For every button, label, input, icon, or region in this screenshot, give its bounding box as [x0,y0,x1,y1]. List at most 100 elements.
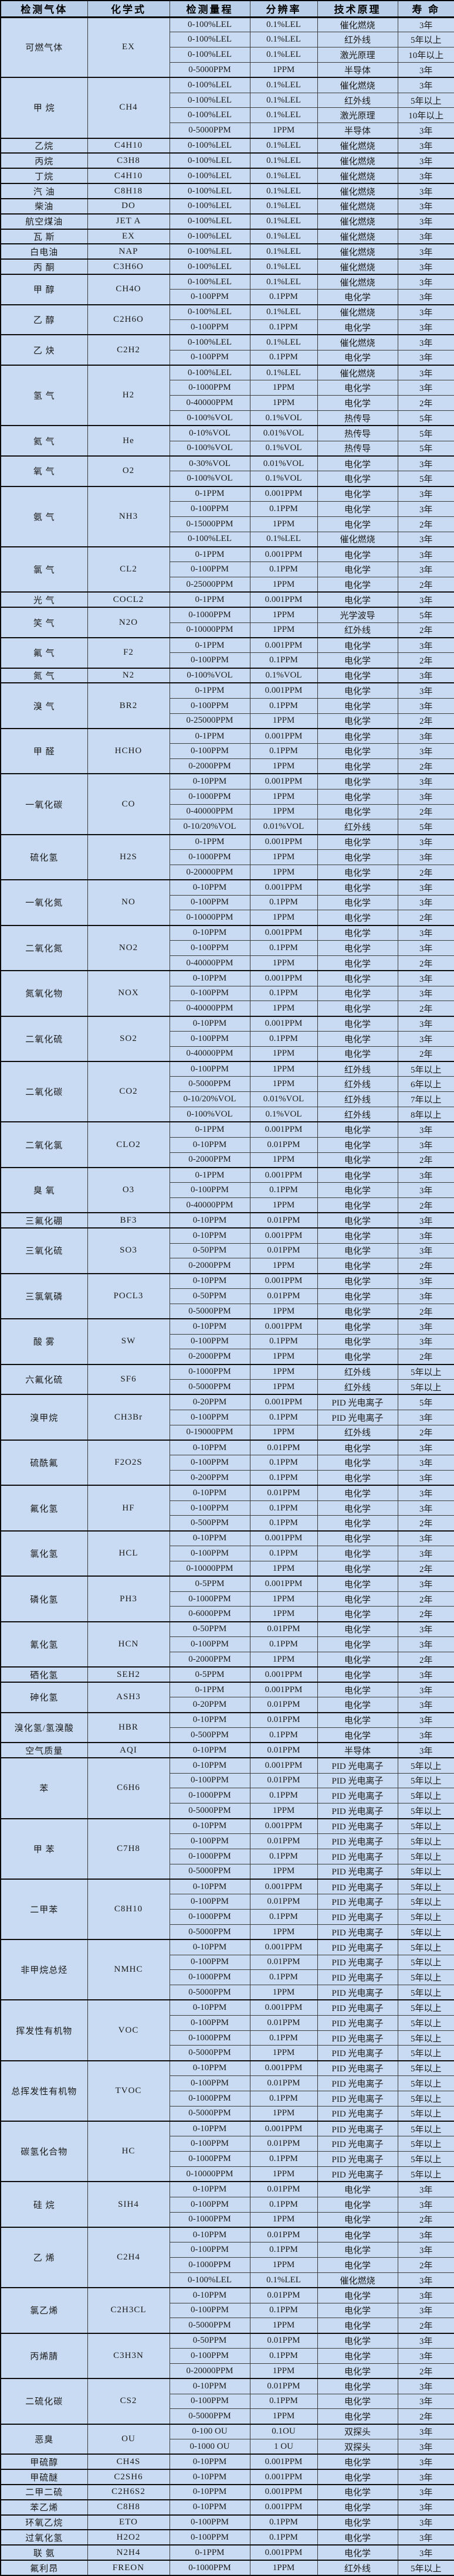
lifespan-cell: 2年 [397,622,454,638]
lifespan-cell: 3年 [397,1575,454,1592]
principle-cell: 红外线 [317,1107,398,1122]
resolution-cell: 1 OU [249,2439,318,2455]
resolution-cell: 0.1PPM [249,2302,318,2319]
lifespan-cell: 3年 [397,349,454,366]
gas-name-cell: 过氧化氢 [0,2529,88,2546]
resolution-cell: 1PPM [249,395,318,411]
lifespan-cell: 3年 [397,2226,454,2243]
resolution-cell: 0.001PPM [249,833,318,850]
gas-name-cell: 碳氢化合物 [0,2121,88,2182]
resolution-cell: 0.01PPM [249,2075,318,2091]
principle-cell: 电化学 [317,924,398,941]
range-cell: 0-1000PPM [169,2211,250,2228]
formula-cell: SIH4 [87,2181,170,2228]
lifespan-cell: 7年以上 [397,1091,454,1108]
lifespan-cell: 5年以上 [397,1061,454,1077]
table-row: 甲 烷 CH4 0-100%LEL 0.1%LEL 催化燃烧 3年 [0,77,454,139]
range-cell: 0-2000PPM [169,1258,250,1274]
resolution-cell: 1PPM [249,1046,318,1062]
principle-cell: 催化燃烧 [317,77,398,93]
principle-cell: 电化学 [317,1030,398,1047]
lifespan-cell: 3年 [397,274,454,290]
lifespan-cell: 5年以上 [397,2045,454,2061]
table-row: 0-10000PPM 1PPM 电化学 2年 [1,1560,454,1577]
gas-name-cell: 酸 雾 [0,1318,88,1365]
range-cell: 0-1PPM [169,682,250,699]
range-cell: 0-10PPM [169,879,250,896]
table-row: 0-100PPM 0.01PPM PID 光电离子 5年以上 [1,1954,454,1971]
principle-cell: 电化学 [317,2469,398,2485]
range-cell: 0-200PPM [169,1470,250,1486]
lifespan-cell: 3年 [397,1333,454,1350]
lifespan-cell: 5年以上 [397,1939,454,1955]
table-row: 二硫化碳 CS2 0-10PPM 0.01PPM 电化学 3年 [0,2378,454,2425]
resolution-cell: 0.001PPM [249,1682,318,1698]
table-row: 0-100PPM 0.01PPM PID 光电离子 5年以上 [1,1833,454,1849]
table-row: 氯乙烯 C2H3CL 0-10PPM 0.01PPM 电化学 3年 [0,2287,454,2334]
resolution-cell: 1PPM [249,910,318,926]
resolution-cell: 0.1%LEL [249,274,318,290]
lifespan-cell: 3年 [397,1439,454,1456]
table-row: 丙烷 C3H8 0-100%LEL 0.1%LEL 催化燃烧 3年 [0,152,454,169]
gas-name-cell: 硒化氢 [0,1666,88,1683]
gas-name-cell: 甲 醇 [0,274,88,305]
resolution-cell: 0.001PPM [249,727,318,744]
range-cell: 0-1PPM [169,591,250,608]
lifespan-cell: 5年以上 [397,1833,454,1849]
principle-cell: 电化学 [317,1651,398,1668]
table-row: 0-5000PPM 1PPM PID 光电离子 5年以上 [1,1985,454,2000]
resolution-cell: 0.1%LEL [249,47,318,63]
table-row: 二氧化碳 CO2 0-100PPM 1PPM 红外线 5年以上 [0,1061,454,1122]
gas-name-cell: 硫化氢 [0,833,88,880]
lifespan-cell: 5年以上 [397,1757,454,1774]
range-cell: 0-1PPM [169,637,250,654]
resolution-cell: 0.1%LEL [249,32,318,48]
resolution-cell: 0.001PPM [249,591,318,608]
lifespan-cell: 3年 [397,228,454,244]
principle-cell: 电化学 [317,833,398,850]
gas-name-cell: 氟化氢 [0,1485,88,1532]
table-row: 0-1000 OU 1 OU 双探头 3年 [1,2439,454,2455]
principle-cell: 电化学 [317,471,398,487]
range-cell: 0-100PPM [169,1500,250,1516]
resolution-cell: 1PPM [249,2105,318,2122]
range-cell: 0-100PPM [169,1182,250,1199]
lifespan-cell: 3年 [397,773,454,790]
resolution-cell: 0.1PPM [249,2151,318,2167]
table-row: 0-1000PPM 0.1PPM PID 光电离子 5年以上 [1,2030,454,2046]
gas-name-cell: 乙 烯 [0,2226,88,2288]
gas-name-cell: 乙 炔 [0,334,88,366]
range-cell: 0-2000PPM [169,1349,250,1365]
principle-cell: 红外线 [317,1076,398,1093]
gas-name-cell: 非甲烷总烃 [0,1939,88,2000]
resolution-cell: 0.01%VOL [249,1091,318,1108]
resolution-cell: 0.001PPM [249,1878,318,1895]
range-cell: 0-100PPM [169,1772,250,1789]
resolution-cell: 1PPM [249,2363,318,2379]
lifespan-cell: 3年 [397,2272,454,2288]
resolution-cell: 1PPM [249,380,318,396]
principle-cell: 电化学 [317,1697,398,1713]
table-row: 0-10PPM 0.01PPM 电化学 3年 [1,1136,454,1153]
table-row: 0-2000PPM 1PPM 电化学 2年 [1,758,454,774]
table-row: 环氧乙烷 ETO 0-100PPM 0.1PPM 电化学 3年 [0,2514,454,2530]
resolution-cell: 0.001PPM [249,485,318,502]
range-cell: 0-100PPM [169,289,250,305]
range-cell: 0-100PPM [169,1546,250,1561]
lifespan-cell: 2年 [397,1303,454,1319]
principle-cell: 双探头 [317,2439,398,2455]
principle-cell: 电化学 [317,2332,398,2349]
lifespan-cell: 3年 [397,1546,454,1561]
range-cell: 0-1000PPM [169,1969,250,1986]
lifespan-cell: 2年 [397,577,454,593]
resolution-cell: 0.1OU [249,2423,318,2439]
lifespan-cell: 5年以上 [397,2075,454,2091]
table-row: 0-100%LEL 0.1%LEL 激光原理 10年以上 [1,47,454,63]
principle-cell: 电化学 [317,910,398,926]
resolution-cell: 0.1%LEL [249,365,318,381]
principle-cell: 电化学 [317,743,398,760]
principle-cell: PID 光电离子 [317,1803,398,1819]
lifespan-cell: 3年 [397,2454,454,2470]
gas-name-cell: 二氧化氯 [0,1121,88,1168]
lifespan-cell: 3年 [397,1711,454,1728]
